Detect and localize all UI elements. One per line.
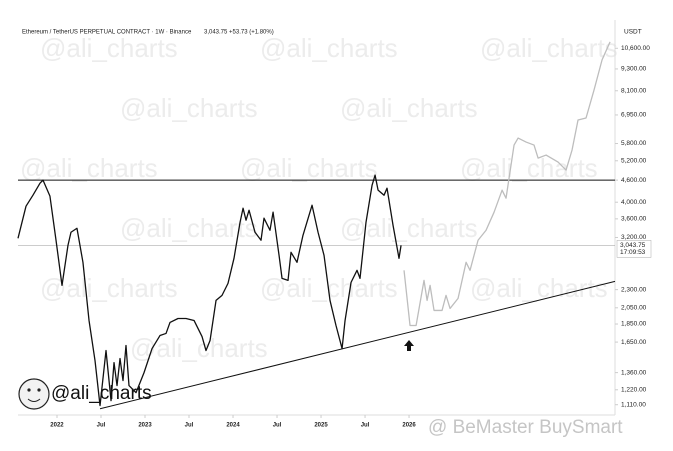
source-watermark: @ BeMaster BuySmart (428, 417, 623, 438)
watermark: @ali_charts (120, 93, 258, 123)
x-tick-label: Jul (185, 423, 194, 429)
watermark: @ali_charts (460, 153, 598, 183)
watermark: @ali_charts (340, 93, 478, 123)
x-tick-label: Jul (273, 423, 282, 429)
logo-text: @ali_charts (51, 383, 152, 404)
watermark: @ali_charts (130, 333, 268, 363)
watermarks: @ali_charts @ali_charts @ali_charts@ali_ch… (20, 33, 618, 363)
x-tick-label: Jul (361, 423, 370, 429)
x-tick-label: 2022 (50, 423, 64, 429)
watermark: @ali_charts (260, 33, 398, 63)
quote: 3,043.75 +53.73 (+1.80%) (204, 30, 274, 36)
logo-avatar (18, 378, 50, 410)
y-tick-label: 1,650.00 (621, 339, 647, 346)
y-tick-label: 1,110.00 (621, 401, 646, 408)
y-tick-label: 5,800.00 (621, 140, 647, 147)
y-tick-label: 8,100.00 (621, 87, 647, 94)
y-tick-label: 1,360.00 (621, 369, 647, 376)
price-line-series (17, 174, 402, 407)
countdown: 17:09:53 (620, 249, 646, 256)
chart-title: Ethereum / TetherUS PERPETUAL CONTRACT ·… (22, 30, 192, 36)
price-label-box (616, 240, 652, 258)
y-tick-label: 3,200.00 (621, 234, 647, 241)
watermark: @ali_charts (120, 213, 258, 243)
logo: @ali_charts (18, 378, 152, 410)
x-tick-label: Jul (97, 423, 106, 429)
watermark: @ali_charts (40, 33, 178, 63)
price-line-series (403, 41, 611, 327)
trend-line (99, 280, 616, 410)
x-tick-label: 2024 (226, 423, 240, 429)
y-tick-label: 10,600.00 (621, 45, 650, 52)
watermark: @ali_charts (20, 153, 158, 183)
plot (17, 41, 616, 410)
logo-mouth (27, 398, 41, 402)
y-tick-label: 3,600.00 (621, 216, 647, 223)
logo-eye (27, 388, 31, 392)
x-tick-label: 2026 (402, 423, 416, 429)
logo-eye (37, 388, 41, 392)
y-tick-label: 1,850.00 (621, 321, 647, 328)
watermark: @ali_charts (480, 33, 618, 63)
y-tick-label: 6,950.00 (621, 112, 647, 119)
price-label: 3,043.75 (620, 242, 646, 249)
y-tick-label: 4,000.00 (621, 199, 647, 206)
currency: USDT (624, 29, 642, 36)
arrow-up (404, 340, 414, 351)
y-tick-label: 9,300.00 (621, 66, 647, 73)
watermark: @ali_charts (340, 213, 478, 243)
y-tick-label: 1,220.00 (621, 387, 647, 394)
watermark: @ali_charts (470, 273, 608, 303)
y-tick-label: 2,050.00 (621, 305, 647, 312)
y-tick-label: 5,200.00 (621, 157, 647, 164)
y-tick-label: 2,300.00 (621, 286, 647, 293)
watermark: @ali_charts (240, 153, 378, 183)
x-tick-label: 2023 (138, 423, 152, 429)
x-tick-label: 2025 (314, 423, 328, 429)
y-tick-label: 4,600.00 (621, 177, 647, 184)
